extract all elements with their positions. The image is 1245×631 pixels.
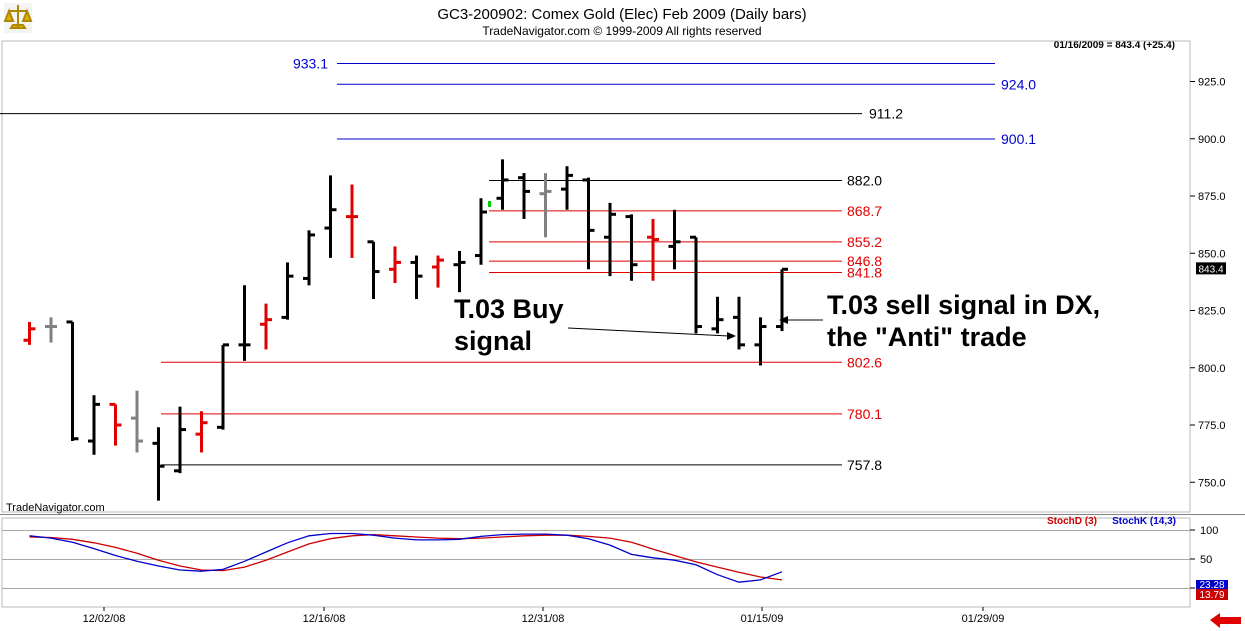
level-label-855.2: 855.2 (847, 234, 882, 250)
level-label-882.0: 882.0 (847, 172, 882, 188)
stoch-k-last-label: 23.28 (1199, 580, 1224, 591)
trade-navigator-logo-icon (3, 3, 33, 33)
ohlc-bar (66, 320, 79, 442)
stoch-k-last-flag (1196, 580, 1228, 589)
ohlc-bar (518, 173, 530, 219)
ohlc-bar (647, 218, 659, 281)
level-label-924.0: 924.0 (1001, 76, 1036, 92)
buy-signal-label-line1: T.03 Buy (454, 294, 564, 324)
ohlc-bar (152, 427, 165, 501)
y-tick-label: 900.0 (1198, 134, 1226, 146)
y-tick-label: 875.0 (1198, 191, 1226, 203)
nav-arrow-icon[interactable] (1210, 613, 1241, 628)
ohlc-bar (733, 296, 745, 350)
ohlc-bar (432, 255, 444, 288)
stoch-series-k (29, 532, 783, 583)
y-tick-label: 775.0 (1198, 420, 1226, 432)
price-panel-frame (1, 40, 1191, 513)
ohlc-bar (754, 317, 767, 366)
ohlc-bar (324, 175, 337, 258)
ohlc-bar (711, 296, 724, 334)
ohlc-bar (45, 317, 57, 343)
y-tick-label: 825.0 (1198, 306, 1226, 318)
last-price-label: 843.4 (1198, 264, 1223, 275)
ohlc-bar (238, 285, 251, 361)
ohlc-bar (389, 246, 401, 284)
level-label-802.6: 802.6 (847, 354, 882, 370)
stoch-y-tick-label: 100 (1200, 525, 1218, 537)
level-label-900.1: 900.1 (1001, 131, 1036, 147)
chart-title: GC3-200902: Comex Gold (Elec) Feb 2009 (… (437, 6, 806, 23)
chart-subtitle: TradeNavigator.com © 1999-2009 All right… (482, 24, 761, 38)
x-tick-label: 01/29/09 (962, 613, 1005, 625)
ohlc-bar (410, 255, 423, 300)
ohlc-bar (453, 250, 466, 293)
level-label-933.1: 933.1 (293, 55, 328, 71)
level-label-868.7: 868.7 (847, 203, 882, 219)
ohlc-bar (217, 343, 229, 430)
ohlc-bar (88, 395, 100, 455)
ohlc-bar (174, 406, 186, 474)
ohlc-bar (668, 209, 681, 270)
stochastic-panel-frame (1, 517, 1191, 608)
stoch-d-last-flag (1196, 589, 1228, 600)
watermark: TradeNavigator.com (6, 502, 105, 514)
x-tick-label: 12/16/08 (303, 613, 346, 625)
ohlc-bar (303, 230, 315, 286)
ohlc-bar (260, 303, 272, 350)
y-tick-label: 925.0 (1198, 77, 1226, 89)
level-label-780.1: 780.1 (847, 406, 882, 422)
ohlc-bar (195, 411, 208, 453)
stoch-series-d (29, 533, 783, 581)
y-tick-label: 850.0 (1198, 248, 1226, 260)
stoch-d-last-label: 13.79 (1199, 590, 1224, 601)
ohlc-bar (582, 177, 595, 270)
legend-stoch-d: StochD (3) (1047, 516, 1097, 527)
ohlc-bar (346, 184, 358, 258)
ohlc-bar (690, 235, 702, 334)
ohlc-bar (367, 240, 380, 300)
buy-signal-arrowhead (727, 332, 736, 340)
last-quote-readout: 01/16/2009 = 843.4 (+25.4) (1054, 40, 1175, 51)
sell-signal-arrowhead (779, 316, 788, 324)
sell-signal-label-line1: T.03 sell signal in DX, (827, 290, 1100, 320)
y-tick-label: 800.0 (1198, 363, 1226, 375)
ohlc-bar (625, 214, 638, 281)
ohlc-bar (281, 262, 294, 320)
x-tick-label: 12/31/08 (522, 613, 565, 625)
ohlc-bar (109, 402, 122, 446)
ohlc-bar (604, 202, 616, 277)
ohlc-bar (561, 166, 573, 210)
last-price-flag (1196, 262, 1226, 275)
ohlc-bar (475, 198, 487, 265)
legend-stoch-k: StochK (14,3) (1112, 516, 1176, 527)
level-label-846.8: 846.8 (847, 253, 882, 269)
x-tick-label: 12/02/08 (83, 613, 126, 625)
ohlc-bar (539, 173, 552, 238)
x-tick-label: 01/15/09 (741, 613, 784, 625)
stoch-y-tick-label: 50 (1200, 554, 1212, 566)
buy-signal-label-line2: signal (454, 326, 532, 356)
sell-signal-label-line2: the "Anti" trade (827, 322, 1027, 352)
level-label-841.8: 841.8 (847, 265, 882, 281)
buy-signal-arrow-line (567, 327, 730, 337)
level-label-911.2: 911.2 (869, 106, 903, 122)
signal-marker (488, 201, 491, 207)
level-label-757.8: 757.8 (847, 457, 882, 473)
ohlc-bar (496, 159, 509, 210)
ohlc-bar (131, 390, 143, 453)
y-tick-label: 750.0 (1198, 477, 1226, 489)
ohlc-bar (23, 321, 36, 345)
